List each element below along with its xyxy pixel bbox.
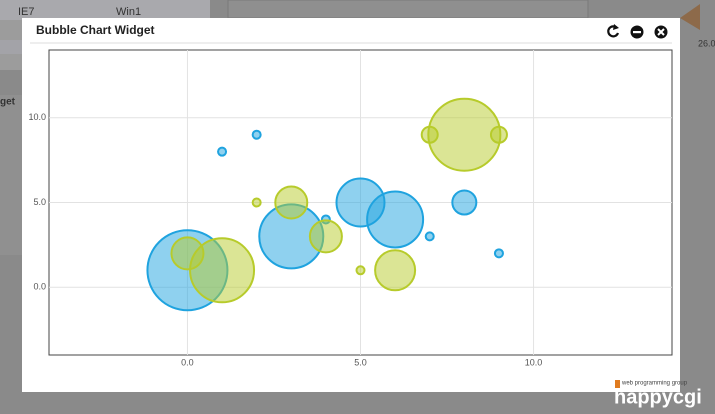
logo-mark bbox=[615, 380, 620, 388]
y-tick-label: 0.0 bbox=[33, 282, 46, 292]
bubble bbox=[427, 97, 502, 172]
bg-text: Win1 bbox=[116, 6, 141, 18]
bg-text: 26.0 bbox=[698, 38, 715, 48]
minimize-button[interactable] bbox=[630, 25, 644, 39]
bubble bbox=[451, 189, 478, 216]
bubble bbox=[308, 219, 343, 254]
bg-shape bbox=[680, 4, 700, 30]
bubble bbox=[493, 248, 504, 259]
x-tick-label: 0.0 bbox=[181, 357, 194, 367]
y-tick-label: 10.0 bbox=[28, 112, 46, 122]
logo-tagline: web programming group bbox=[621, 381, 688, 387]
bg-panel bbox=[0, 95, 22, 255]
bubbles bbox=[146, 97, 508, 312]
close-button[interactable] bbox=[654, 25, 668, 39]
bubble bbox=[251, 129, 262, 140]
bubble bbox=[366, 190, 425, 249]
x-tick-label: 10.0 bbox=[525, 357, 543, 367]
bubble bbox=[374, 249, 417, 292]
bubble bbox=[189, 237, 256, 304]
logo-brand: happycgi bbox=[614, 386, 702, 408]
y-tick-label: 5.0 bbox=[33, 197, 46, 207]
bubble bbox=[355, 265, 366, 276]
bg-row bbox=[0, 0, 210, 20]
bg-panel bbox=[227, 0, 589, 19]
x-tick-label: 5.0 bbox=[354, 357, 367, 367]
bg-text: IE7 bbox=[18, 6, 35, 18]
bg-text: get bbox=[0, 97, 16, 108]
bubble bbox=[251, 197, 262, 208]
refresh-button[interactable] bbox=[607, 24, 620, 38]
bubble bbox=[217, 146, 228, 157]
bubble bbox=[424, 231, 435, 242]
widget-title: Bubble Chart Widget bbox=[36, 23, 155, 37]
bubble bbox=[489, 125, 508, 144]
bubble bbox=[274, 185, 309, 220]
